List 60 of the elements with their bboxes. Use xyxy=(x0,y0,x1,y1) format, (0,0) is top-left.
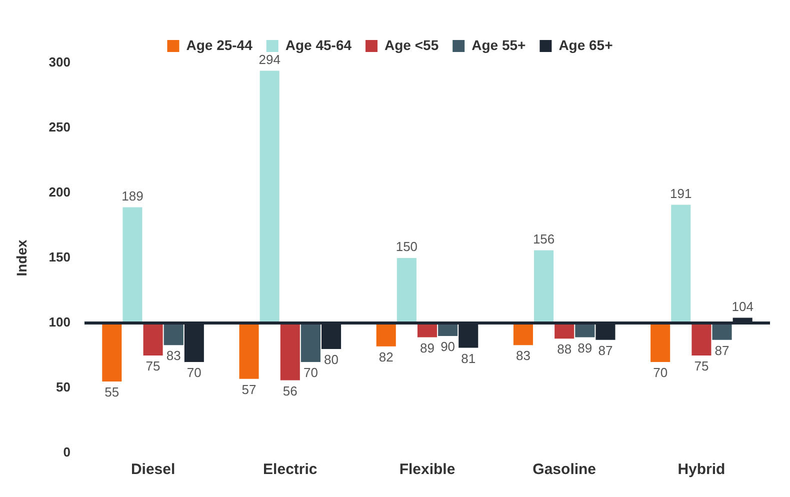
bar xyxy=(164,323,184,346)
data-label: 89 xyxy=(578,340,592,356)
y-axis-title: Index xyxy=(13,240,30,276)
bar xyxy=(280,323,300,380)
data-label: 75 xyxy=(694,358,709,374)
legend-label: Age 45-64 xyxy=(285,36,352,53)
x-tick-label: Hybrid xyxy=(678,461,726,478)
data-label: 294 xyxy=(258,52,280,67)
data-label: 88 xyxy=(557,342,572,357)
data-label: 70 xyxy=(303,365,318,380)
data-label: 150 xyxy=(396,239,418,254)
legend-label: Age 55+ xyxy=(472,36,526,53)
data-label: 56 xyxy=(282,383,298,398)
data-label: 75 xyxy=(146,358,160,374)
x-tick-label: Gasoline xyxy=(532,461,596,478)
y-tick-label: 300 xyxy=(48,54,70,70)
x-tick-label: Flexible xyxy=(399,461,456,478)
data-label: 81 xyxy=(461,350,476,366)
data-label: 80 xyxy=(324,352,339,368)
data-label: 87 xyxy=(598,342,613,358)
bar xyxy=(143,323,163,356)
bar xyxy=(102,323,122,382)
y-tick-label: 150 xyxy=(48,250,70,265)
y-tick-label: 50 xyxy=(56,380,70,395)
data-label: 191 xyxy=(670,186,692,201)
bar xyxy=(712,323,732,340)
data-label: 104 xyxy=(732,298,754,314)
legend-label: Age <55 xyxy=(384,36,439,53)
legend-label: Age 65+ xyxy=(558,36,613,53)
y-tick-label: 100 xyxy=(48,314,70,330)
data-label: 89 xyxy=(420,340,434,356)
bar xyxy=(300,323,320,362)
data-label: 83 xyxy=(516,348,530,364)
y-tick-label: 200 xyxy=(48,184,70,200)
data-label: 83 xyxy=(166,348,181,364)
bar xyxy=(239,323,259,379)
x-tick-label: Electric xyxy=(263,461,318,478)
bar xyxy=(260,70,280,323)
bar xyxy=(671,204,691,323)
data-label: 70 xyxy=(186,365,202,380)
data-label: 87 xyxy=(714,342,730,358)
bar xyxy=(513,323,533,346)
bar xyxy=(650,323,670,362)
data-label: 70 xyxy=(653,365,668,380)
bar xyxy=(396,258,416,323)
x-tick-label: Diesel xyxy=(130,461,176,478)
bar xyxy=(534,250,554,323)
data-label: 55 xyxy=(104,384,120,400)
data-label: 90 xyxy=(440,339,456,354)
data-label: 57 xyxy=(242,382,256,397)
bar xyxy=(376,323,396,346)
bar xyxy=(122,207,142,323)
data-label: 189 xyxy=(122,188,144,204)
bar xyxy=(692,323,712,356)
y-tick-label: 0 xyxy=(63,444,70,460)
data-label: 156 xyxy=(532,231,555,246)
data-label: 82 xyxy=(378,349,394,364)
legend-label: Age 25-44 xyxy=(186,36,253,53)
y-tick-label: 250 xyxy=(48,120,70,135)
bar xyxy=(554,323,574,339)
